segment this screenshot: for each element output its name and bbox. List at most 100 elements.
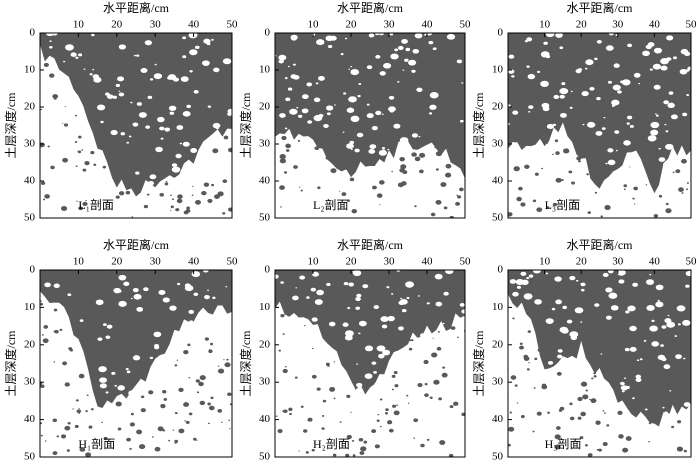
- stained-spot: [102, 165, 107, 169]
- unstained-spot: [120, 132, 126, 136]
- stained-spot: [224, 362, 231, 368]
- stained-spot: [52, 451, 58, 456]
- unstained-spot: [310, 287, 317, 292]
- stained-spot: [454, 154, 460, 159]
- x-tick-label: 50: [460, 256, 472, 268]
- unstained-spot: [212, 296, 216, 300]
- stained-spot: [199, 375, 206, 381]
- unstained-spot: [556, 354, 563, 359]
- unstained-spot: [368, 33, 375, 38]
- unstained-spot: [545, 318, 554, 324]
- unstained-spot: [202, 270, 209, 273]
- y-tick-label: 50: [492, 451, 504, 463]
- stained-spot: [82, 201, 88, 207]
- unstained-spot: [323, 123, 329, 128]
- unstained-spot: [168, 105, 177, 111]
- stained-spot: [278, 349, 281, 352]
- dye-region: [40, 33, 232, 197]
- stained-spot: [104, 145, 110, 150]
- unstained-spot: [126, 141, 130, 144]
- unstained-spot: [95, 299, 104, 306]
- unstained-spot: [116, 395, 123, 400]
- stained-spot: [397, 182, 404, 188]
- image-layer: [508, 33, 691, 218]
- unstained-spot: [553, 94, 560, 99]
- y-tick-label: 40: [24, 413, 36, 425]
- unstained-spot: [344, 37, 348, 40]
- stained-spot: [577, 396, 583, 402]
- stained-spot: [307, 419, 310, 422]
- unstained-spot: [607, 159, 616, 166]
- y-axis-title: 土层深度/cm: [471, 330, 486, 397]
- stained-spot: [420, 443, 425, 448]
- stained-spot: [413, 418, 419, 423]
- stained-spot: [402, 170, 408, 175]
- unstained-spot: [307, 120, 313, 124]
- unstained-spot: [405, 281, 415, 288]
- unstained-spot: [614, 130, 620, 134]
- unstained-spot: [291, 36, 297, 41]
- stained-spot: [52, 418, 58, 423]
- stained-spot: [289, 412, 292, 416]
- stained-spot: [587, 211, 591, 214]
- unstained-spot: [136, 102, 143, 106]
- unstained-spot: [159, 126, 165, 131]
- stained-spot: [75, 165, 78, 167]
- stained-spot: [686, 182, 690, 184]
- stained-spot: [76, 409, 82, 413]
- unstained-spot: [662, 406, 665, 409]
- unstained-spot: [358, 332, 361, 335]
- stained-spot: [400, 164, 407, 170]
- y-tick-label: 30: [492, 376, 504, 388]
- unstained-spot: [561, 328, 569, 334]
- unstained-spot: [545, 272, 549, 275]
- unstained-spot: [627, 43, 633, 48]
- unstained-spot: [149, 78, 154, 81]
- stained-spot: [359, 451, 365, 455]
- x-tick-label: 30: [150, 256, 162, 268]
- stained-spot: [162, 429, 166, 432]
- unstained-spot: [292, 295, 299, 301]
- unstained-spot: [342, 322, 349, 327]
- unstained-spot: [404, 58, 409, 62]
- unstained-spot: [278, 59, 284, 64]
- stained-spot: [279, 158, 287, 164]
- unstained-spot: [118, 90, 121, 92]
- unstained-spot: [401, 38, 408, 44]
- unstained-spot: [378, 353, 385, 359]
- unstained-spot: [204, 156, 210, 161]
- unstained-spot: [314, 299, 323, 305]
- stained-spot: [285, 143, 291, 149]
- unstained-spot: [133, 54, 137, 57]
- y-axis-title: 土层深度/cm: [3, 330, 18, 397]
- stained-spot: [429, 396, 433, 399]
- stained-spot: [229, 428, 231, 430]
- unstained-spot: [624, 347, 630, 352]
- unstained-spot: [617, 90, 622, 94]
- stained-spot: [516, 196, 522, 202]
- stained-spot: [526, 368, 530, 371]
- panel-label: L₃剖面: [545, 198, 581, 212]
- stained-spot: [379, 398, 383, 401]
- unstained-spot: [643, 339, 647, 342]
- stained-spot: [345, 453, 350, 457]
- unstained-spot: [560, 112, 567, 118]
- unstained-spot: [661, 357, 667, 362]
- unstained-spot: [580, 288, 585, 292]
- stained-spot: [374, 444, 380, 449]
- stained-spot: [418, 169, 424, 174]
- y-tick-label: 40: [259, 175, 271, 187]
- unstained-spot: [207, 289, 210, 291]
- unstained-spot: [125, 367, 129, 371]
- unstained-spot: [561, 82, 566, 86]
- unstained-spot: [382, 349, 391, 356]
- unstained-spot: [394, 48, 399, 52]
- unstained-spot: [143, 287, 149, 292]
- unstained-spot: [346, 143, 354, 149]
- unstained-spot: [580, 321, 583, 323]
- x-tick-label: 40: [649, 256, 661, 268]
- stained-spot: [62, 123, 64, 124]
- unstained-spot: [418, 136, 421, 138]
- x-axis-title: 水平距离/cm: [337, 237, 404, 252]
- stained-spot: [537, 348, 543, 353]
